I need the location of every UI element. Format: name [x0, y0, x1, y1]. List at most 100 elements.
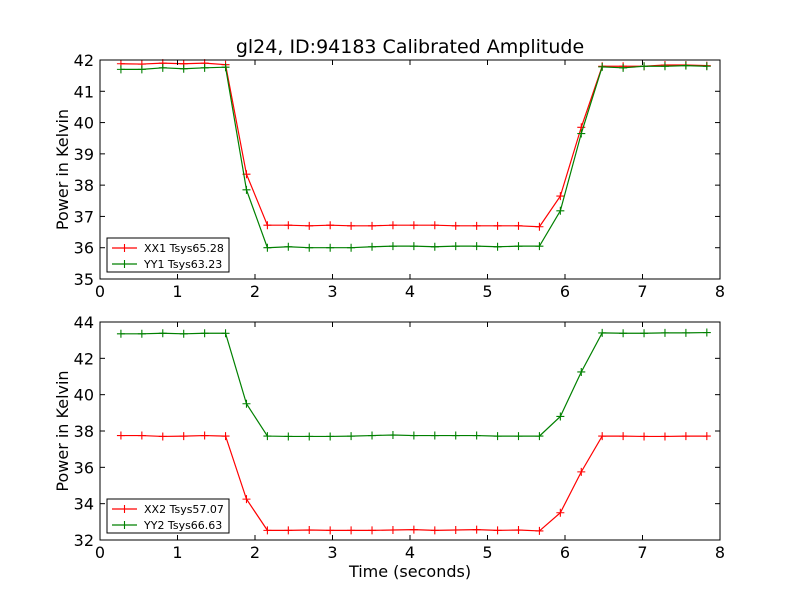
data-point-marker — [430, 526, 439, 535]
y-axis-label: Power in Kelvin — [53, 109, 72, 230]
data-point-marker — [556, 206, 565, 215]
y-tick-label: 39 — [74, 145, 94, 164]
y-axis-label: Power in Kelvin — [53, 370, 72, 491]
x-tick-label: 3 — [327, 543, 337, 562]
legend-box — [106, 498, 230, 534]
data-point-marker — [493, 432, 502, 441]
data-point-marker — [660, 62, 669, 71]
data-point-marker — [430, 242, 439, 251]
data-point-marker — [681, 432, 690, 441]
data-point-marker — [493, 242, 502, 251]
x-tick-label: 0 — [95, 282, 105, 301]
y-tick-label: 35 — [74, 270, 94, 289]
data-point-marker — [493, 526, 502, 535]
data-point-marker — [347, 526, 356, 535]
data-point-marker — [263, 243, 272, 252]
legend-entry: XX2 Tsys57.07 — [144, 503, 224, 516]
data-point-marker — [640, 329, 649, 338]
data-point-marker — [514, 432, 523, 441]
x-axis-label: Time (seconds) — [348, 562, 471, 581]
x-tick-label: 4 — [405, 543, 415, 562]
data-point-marker — [242, 399, 251, 408]
data-point-marker — [221, 63, 230, 72]
data-point-marker — [305, 432, 314, 441]
x-tick-label: 6 — [560, 282, 570, 301]
data-point-marker — [347, 432, 356, 441]
data-point-marker — [681, 61, 690, 70]
y-tick-label: 37 — [74, 207, 94, 226]
data-point-marker — [388, 242, 397, 251]
data-point-marker — [702, 328, 711, 337]
x-tick-label: 6 — [560, 543, 570, 562]
x-tick-label: 8 — [715, 543, 725, 562]
data-point-marker — [451, 526, 460, 535]
y-tick-label: 34 — [74, 495, 94, 514]
data-point-marker — [472, 242, 481, 251]
data-point-marker — [619, 432, 628, 441]
data-point-marker — [388, 221, 397, 230]
legend-marker — [120, 260, 129, 268]
x-tick-label: 1 — [172, 282, 182, 301]
y-tick-label: 41 — [74, 82, 94, 101]
data-point-marker — [681, 328, 690, 337]
data-point-marker — [388, 430, 397, 439]
data-point-marker — [472, 221, 481, 230]
figure-title: gl24, ID:94183 Calibrated Amplitude — [236, 36, 584, 58]
data-point-marker — [200, 329, 209, 338]
data-point-marker — [660, 432, 669, 441]
data-point-marker — [326, 243, 335, 252]
y-tick-label: 36 — [74, 239, 94, 258]
data-point-marker — [326, 432, 335, 441]
data-point-marker — [221, 329, 230, 338]
data-point-marker — [116, 329, 125, 338]
data-point-marker — [556, 412, 565, 421]
x-tick-label: 0 — [95, 543, 105, 562]
legend-box — [106, 237, 230, 273]
data-point-marker — [388, 526, 397, 535]
data-point-marker — [535, 432, 544, 441]
data-point-marker — [116, 65, 125, 74]
series-0 — [116, 431, 711, 535]
data-point-marker — [577, 367, 586, 376]
data-point-marker — [535, 222, 544, 231]
legend-entry: XX1 Tsys65.28 — [144, 242, 224, 255]
data-point-marker — [326, 221, 335, 230]
data-point-marker — [577, 467, 586, 476]
y-tick-label: 40 — [74, 386, 94, 405]
legend: XX1 Tsys65.28 YY1 Tsys63.23 — [106, 237, 230, 273]
x-tick-label: 7 — [637, 282, 647, 301]
x-tick-label: 2 — [250, 282, 260, 301]
data-point-marker — [598, 328, 607, 337]
data-point-marker — [535, 526, 544, 535]
data-point-marker — [158, 329, 167, 338]
y-tick-label: 42 — [74, 51, 94, 70]
y-tick-label: 42 — [74, 349, 94, 368]
data-point-marker — [284, 432, 293, 441]
x-tick-label: 2 — [250, 543, 260, 562]
y-tick-label: 32 — [74, 531, 94, 550]
data-point-marker — [284, 242, 293, 251]
data-point-marker — [221, 432, 230, 441]
legend-entry: YY2 Tsys66.63 — [143, 519, 222, 532]
data-point-marker — [158, 432, 167, 441]
x-tick-label: 8 — [715, 282, 725, 301]
data-point-marker — [368, 431, 377, 440]
data-point-marker — [577, 129, 586, 138]
data-point-marker — [493, 221, 502, 230]
data-point-marker — [263, 432, 272, 441]
legend-marker — [120, 521, 129, 529]
data-point-marker — [702, 62, 711, 71]
data-point-marker — [242, 185, 251, 194]
data-point-marker — [242, 495, 251, 504]
y-tick-label: 36 — [74, 458, 94, 477]
data-point-marker — [640, 62, 649, 71]
data-point-marker — [556, 508, 565, 517]
data-point-marker — [179, 432, 188, 441]
data-point-marker — [137, 329, 146, 338]
data-point-marker — [514, 526, 523, 535]
data-point-marker — [368, 526, 377, 535]
data-point-marker — [409, 525, 418, 534]
data-point-marker — [200, 431, 209, 440]
